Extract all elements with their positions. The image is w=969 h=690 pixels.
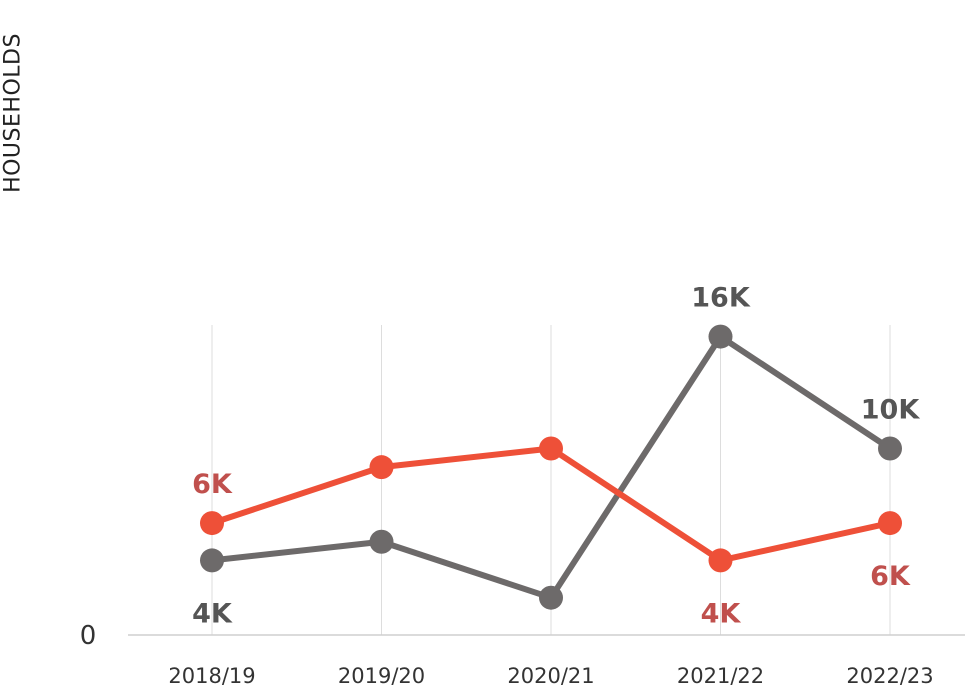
data-point [708,548,733,573]
data-point [708,324,733,349]
x-tick-label: 2020/21 [507,664,594,688]
data-label: 6K [192,469,233,500]
data-label: 4K [192,598,233,629]
data-point [369,529,394,554]
data-point [878,436,902,461]
data-point [369,455,394,480]
data-point [539,436,563,461]
x-tick-label: 2022/23 [846,664,933,688]
data-point [200,511,224,536]
x-tick-label: 2021/22 [677,664,764,688]
data-label: 10K [861,395,921,426]
data-label: 16K [691,283,751,314]
x-tick-label: 2018/19 [168,664,255,688]
x-tick-label: 2019/20 [338,664,425,688]
data-label: 6K [870,561,911,592]
y-tick-label: 0 [80,621,97,651]
data-point [878,511,902,536]
data-point [539,585,563,610]
data-label: 4K [701,598,742,629]
data-point [200,548,224,573]
